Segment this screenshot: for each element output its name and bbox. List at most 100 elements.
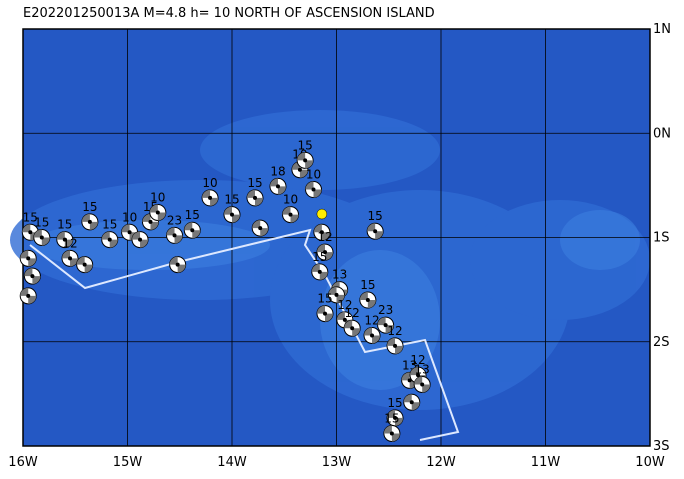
x-tick-label: 16W xyxy=(8,455,38,470)
beachball-quadrant xyxy=(269,178,286,195)
bathymetry-shallow xyxy=(30,210,640,390)
depth-label: 15 xyxy=(360,278,375,292)
beachball-center xyxy=(190,228,195,233)
map-title: E202201250013A M=4.8 h= 10 NORTH OF ASCE… xyxy=(23,6,435,21)
depth-label: 15 xyxy=(317,292,332,306)
x-tick-label: 11W xyxy=(531,455,561,470)
beachball-center xyxy=(87,219,92,224)
beachball-center xyxy=(393,415,398,420)
beachball-center xyxy=(317,269,322,274)
y-tick-label: 3S xyxy=(653,439,670,454)
beachball-center xyxy=(26,256,31,261)
x-tick-label: 14W xyxy=(217,455,247,470)
focal-mechanism xyxy=(56,231,74,249)
beachball-center xyxy=(175,262,180,267)
beachball-quadrant xyxy=(184,222,201,239)
depth-label: 10 xyxy=(150,190,165,204)
focal-mechanism xyxy=(363,326,381,344)
focal-mechanism xyxy=(377,316,395,334)
depth-label: 15 xyxy=(298,138,313,152)
depth-label: 18 xyxy=(270,164,285,178)
depth-label: 15 xyxy=(368,209,383,223)
beachball-center xyxy=(389,431,394,436)
beachball-quadrant xyxy=(149,204,166,221)
focal-mechanism xyxy=(81,213,99,231)
beachball-quadrant xyxy=(414,376,431,393)
depth-label: 15 xyxy=(387,396,402,410)
depth-label: 23 xyxy=(378,303,393,317)
focal-mechanism xyxy=(316,305,334,323)
focal-mechanism xyxy=(386,409,404,427)
x-tick-label: 15W xyxy=(113,455,143,470)
beachball-center xyxy=(26,293,31,298)
focal-mechanism xyxy=(403,393,421,411)
y-tick-label: 1N xyxy=(653,22,671,37)
beachball-center xyxy=(416,373,421,378)
beachball-quadrant xyxy=(328,286,345,303)
beachball-center xyxy=(303,158,308,163)
beachball-center xyxy=(373,229,378,234)
beachball-quadrant xyxy=(132,231,149,248)
beachball-center xyxy=(420,382,425,387)
focal-mechanism xyxy=(305,181,323,199)
beachball-quadrant xyxy=(202,189,219,206)
focal-mechanism xyxy=(61,249,79,267)
depth-label: 12 xyxy=(410,353,425,367)
focal-mechanism xyxy=(366,222,384,240)
beachball-quadrant xyxy=(387,409,404,426)
beachball-quadrant xyxy=(401,372,418,389)
beachball-center xyxy=(138,237,143,242)
focal-mechanism xyxy=(149,203,167,221)
y-tick-label: 1S xyxy=(653,231,670,246)
focal-mechanism xyxy=(343,319,361,337)
beachball-center xyxy=(107,237,112,242)
beachball-quadrant xyxy=(297,152,314,169)
depth-label: 12 xyxy=(337,298,352,312)
beachball-center xyxy=(39,235,44,240)
focal-mechanism xyxy=(251,219,269,237)
depth-label: 12 xyxy=(62,236,77,250)
beachball-quadrant xyxy=(344,320,361,337)
beachball-center xyxy=(342,317,347,322)
beachball-quadrant xyxy=(101,231,118,248)
beachball-quadrant xyxy=(317,305,334,322)
depth-label: 10 xyxy=(283,193,298,207)
beachball-quadrant xyxy=(24,268,41,285)
beachball-center xyxy=(409,400,414,405)
beachball-quadrant xyxy=(364,327,381,344)
plate-boundary xyxy=(29,228,460,441)
beachball-quadrant xyxy=(224,206,240,223)
beachball-center xyxy=(230,212,234,217)
x-tick-label: 12W xyxy=(426,455,456,470)
beachball-center xyxy=(148,219,153,224)
beachball-quadrant xyxy=(387,337,404,354)
beachball-center xyxy=(127,230,132,235)
beachball-center xyxy=(30,274,35,279)
beachball-quadrant xyxy=(313,224,330,241)
focal-mechanism xyxy=(76,256,94,274)
depth-label: 15 xyxy=(384,411,399,425)
beachball-center xyxy=(370,333,375,338)
beachball-quadrant xyxy=(359,292,376,309)
beachball-center xyxy=(258,226,263,231)
focal-mechanism xyxy=(169,256,187,274)
beachball-quadrant xyxy=(169,256,186,273)
focal-mechanism xyxy=(386,337,404,355)
depth-label: 12 xyxy=(364,313,379,327)
beachball-center xyxy=(82,262,87,267)
x-tick-label: 10W xyxy=(635,455,665,470)
depth-label: 15 xyxy=(23,210,38,224)
events: 1515151512151015102315101515181015101012… xyxy=(19,138,431,442)
depth-label: 15 xyxy=(102,218,117,232)
beachball-center xyxy=(68,256,73,261)
beachball-quadrant xyxy=(56,231,73,248)
depth-label: 15 xyxy=(247,176,262,190)
depth-label: 12 xyxy=(387,324,402,338)
focal-mechanism xyxy=(131,231,149,249)
depth-label: 15 xyxy=(312,250,327,264)
focal-mechanism xyxy=(101,231,119,249)
beachball-center xyxy=(350,326,355,331)
beachball-center xyxy=(323,250,328,255)
depth-label: 10 xyxy=(122,210,137,224)
